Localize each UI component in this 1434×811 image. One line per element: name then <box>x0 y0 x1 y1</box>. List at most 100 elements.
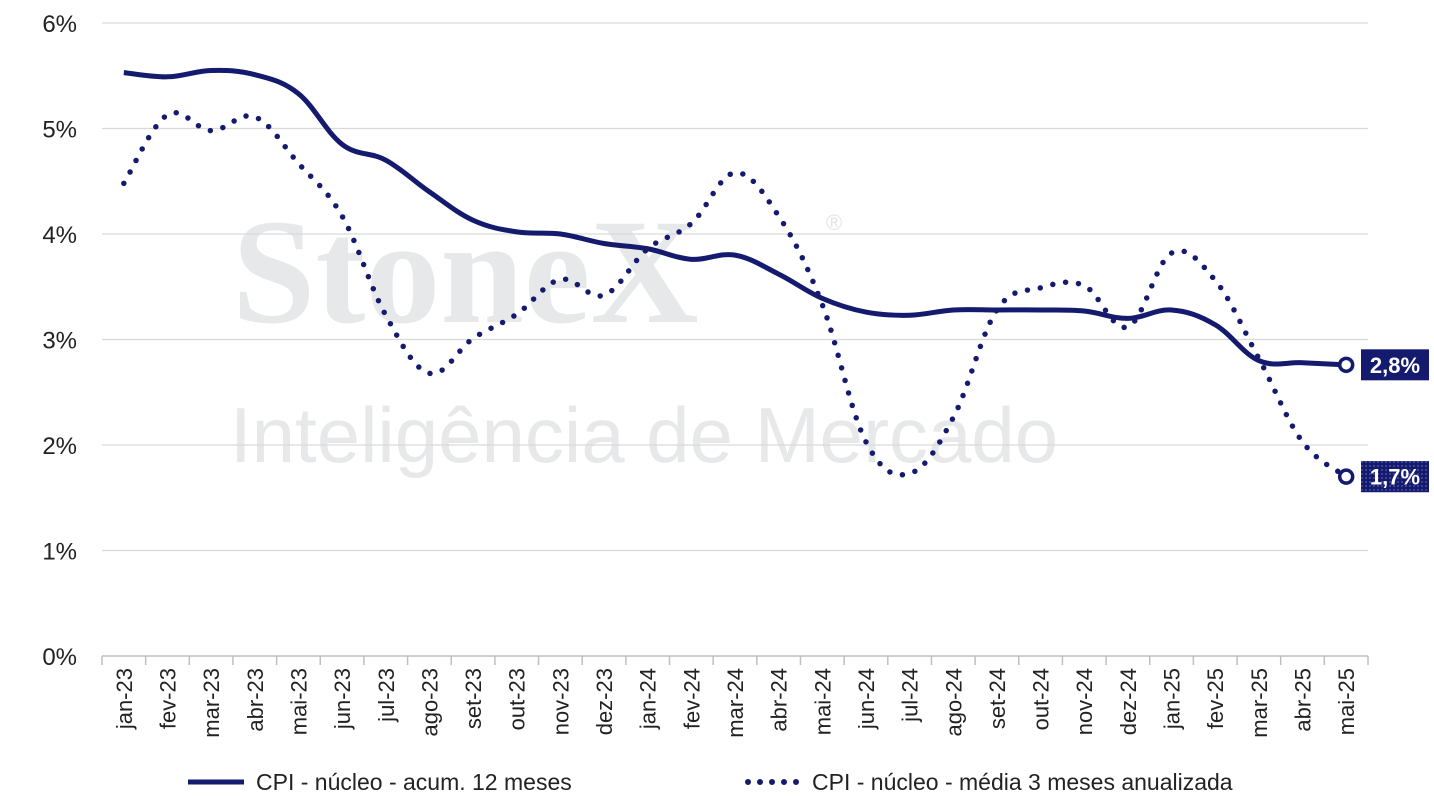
x-tick-label: dez-23 <box>592 668 617 735</box>
data-point <box>1170 308 1174 312</box>
data-point <box>1257 356 1261 360</box>
data-point <box>908 313 912 317</box>
data-point <box>908 471 912 475</box>
y-tick-label: 6% <box>42 11 77 38</box>
legend-label-3m: CPI - núcleo - média 3 meses anualizada <box>812 769 1233 795</box>
data-point <box>165 75 169 79</box>
data-point <box>864 310 868 314</box>
data-point <box>340 214 344 218</box>
data-point <box>733 171 737 175</box>
x-tick-label: abr-23 <box>243 668 268 732</box>
x-tick-label: jan-23 <box>112 668 137 730</box>
end-labels: 2,8% 1,7% <box>1337 349 1429 493</box>
x-tick-label: fev-23 <box>155 668 180 729</box>
data-point <box>558 232 562 236</box>
data-point <box>471 218 475 222</box>
data-point <box>296 161 300 165</box>
watermark: StoneX ® Inteligência de Mercado <box>230 189 1058 479</box>
data-point <box>209 129 213 133</box>
y-tick-label: 1% <box>42 539 77 566</box>
data-point <box>515 230 519 234</box>
data-point <box>820 303 824 307</box>
end-label: 2,8% <box>1370 353 1420 378</box>
x-tick-label: jan-24 <box>636 668 661 730</box>
data-point <box>165 113 169 117</box>
x-tick-label: jun-23 <box>330 668 355 730</box>
series-end-marker <box>1337 468 1355 485</box>
x-tick-label: out-24 <box>1029 668 1054 730</box>
data-point <box>864 440 868 444</box>
x-tick-label: jun-24 <box>854 668 879 730</box>
data-point <box>1082 284 1086 288</box>
data-point <box>1301 361 1305 365</box>
x-tick-label: ago-23 <box>417 668 442 737</box>
x-tick-label: jul-24 <box>898 668 923 723</box>
x-tick-label: dez-24 <box>1116 668 1141 735</box>
data-point <box>689 257 693 261</box>
data-point <box>471 336 475 340</box>
x-tick-label: mar-23 <box>199 668 224 738</box>
data-point <box>427 190 431 194</box>
x-tick-label: set-24 <box>985 668 1010 729</box>
data-point <box>820 296 824 300</box>
data-point <box>1213 323 1217 327</box>
data-point <box>122 71 126 75</box>
x-tick-label: out-23 <box>505 668 530 730</box>
data-point <box>1126 316 1130 320</box>
series-line-12m <box>123 67 1347 368</box>
data-point <box>384 313 388 317</box>
data-point <box>689 221 693 225</box>
data-point <box>296 92 300 96</box>
data-point <box>602 293 606 297</box>
data-point <box>1213 278 1217 282</box>
x-tick-label: mai-24 <box>810 668 835 735</box>
y-tick-label: 5% <box>42 117 77 144</box>
end-label: 1,7% <box>1370 465 1420 490</box>
x-tick-label: nov-24 <box>1072 668 1097 735</box>
x-tick-label: mai-25 <box>1334 668 1359 735</box>
x-tick-label: ago-24 <box>941 668 966 737</box>
legend-label-12m: CPI - núcleo - acum. 12 meses <box>256 769 572 795</box>
y-tick-label: 0% <box>42 644 77 671</box>
data-point <box>777 272 781 276</box>
x-tick-label: set-23 <box>461 668 486 729</box>
end-label-box <box>1361 349 1429 381</box>
x-tick-label: nov-23 <box>548 668 573 735</box>
data-point <box>384 158 388 162</box>
x-tick-label: mar-25 <box>1247 668 1272 738</box>
x-tick-label: fev-25 <box>1203 668 1228 729</box>
data-point <box>1082 309 1086 313</box>
data-point <box>122 181 126 185</box>
data-point <box>646 247 650 251</box>
x-tick-label: mar-24 <box>723 668 748 738</box>
series-lines <box>121 67 1349 480</box>
data-point <box>558 277 562 281</box>
data-point <box>995 308 999 312</box>
y-tick-label: 4% <box>42 222 77 249</box>
data-point <box>733 253 737 257</box>
x-tick-label: jan-25 <box>1160 668 1185 730</box>
watermark-subtitle: Inteligência de Mercado <box>230 391 1058 479</box>
data-point <box>209 68 213 72</box>
data-point <box>340 142 344 146</box>
watermark-registered-mark: ® <box>826 210 842 235</box>
y-tick-label: 3% <box>42 328 77 355</box>
end-label-pattern <box>1361 461 1429 493</box>
legend: CPI - núcleo - acum. 12 meses CPI - núcle… <box>188 769 1233 795</box>
data-point <box>1039 286 1043 290</box>
x-tick-label: abr-24 <box>767 668 792 732</box>
data-point <box>1126 325 1130 329</box>
axes: 0% 1% 2% 3% 4% 5% 6% jan-23 fev-23 mar-23 abr-23 ma… <box>42 11 1369 738</box>
data-point <box>951 416 955 420</box>
data-point <box>1301 440 1305 444</box>
x-tick-label: abr-25 <box>1291 668 1316 732</box>
data-point <box>777 214 781 218</box>
x-tick-label: mai-23 <box>286 668 311 735</box>
data-point <box>253 115 257 119</box>
data-point <box>253 73 257 77</box>
gridlines <box>102 22 1368 552</box>
series-end-marker <box>1337 356 1355 374</box>
data-point <box>602 241 606 245</box>
